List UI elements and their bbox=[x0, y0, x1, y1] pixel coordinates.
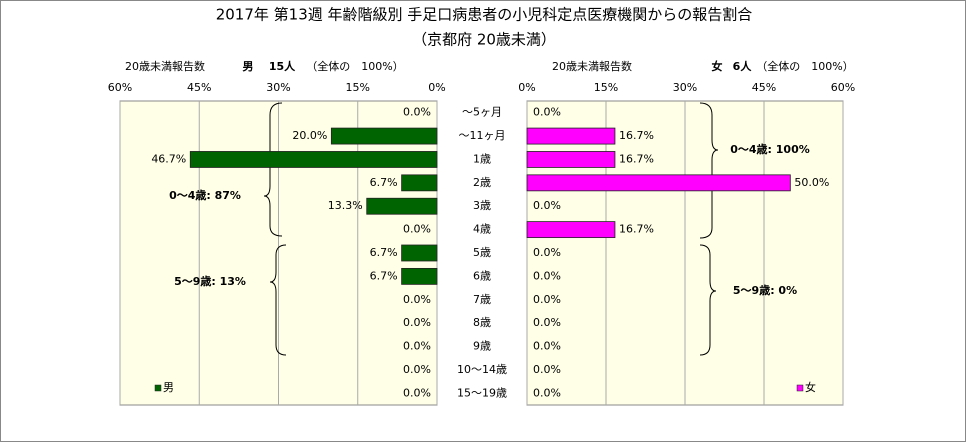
value-label: 16.7% bbox=[619, 129, 654, 142]
value-label: 0.0% bbox=[403, 223, 431, 236]
value-label: 0.0% bbox=[403, 106, 431, 119]
category-label: 8歳 bbox=[473, 316, 491, 329]
legend-label: 女 bbox=[805, 380, 816, 394]
annotation: 0～4歳: 100% bbox=[730, 142, 810, 156]
value-label: 0.0% bbox=[403, 316, 431, 329]
value-label: 20.0% bbox=[292, 129, 327, 142]
legend-label: 男 bbox=[163, 381, 174, 394]
value-label: 6.7% bbox=[370, 246, 398, 259]
legend-swatch bbox=[154, 384, 162, 392]
x-tick-label: 60% bbox=[831, 81, 855, 94]
category-label: ～5ヶ月 bbox=[462, 106, 502, 119]
value-label: 0.0% bbox=[533, 340, 561, 353]
category-label: 10～14歳 bbox=[457, 363, 507, 376]
x-tick-label: 45% bbox=[187, 81, 211, 94]
value-label: 0.0% bbox=[533, 199, 561, 212]
x-tick-label: 60% bbox=[108, 81, 132, 94]
header-count: 15人 bbox=[269, 59, 296, 73]
header-label: 20歳未満報告数 bbox=[125, 60, 205, 73]
value-label: 0.0% bbox=[403, 386, 431, 399]
value-label: 6.7% bbox=[370, 269, 398, 282]
bar bbox=[526, 221, 616, 239]
value-label: 0.0% bbox=[533, 386, 561, 399]
bar bbox=[401, 267, 438, 285]
value-label: 0.0% bbox=[403, 340, 431, 353]
category-label: 6歳 bbox=[473, 269, 491, 282]
value-label: 13.3% bbox=[328, 199, 363, 212]
value-label: 6.7% bbox=[370, 176, 398, 189]
header-label: 20歳未満報告数 bbox=[552, 60, 632, 73]
annotation: 5～9歳: 13% bbox=[174, 274, 246, 288]
value-label: 50.0% bbox=[794, 176, 829, 189]
header-sex: 女 bbox=[712, 59, 723, 73]
bar bbox=[526, 174, 791, 192]
category-label: 7歳 bbox=[473, 293, 491, 306]
value-label: 0.0% bbox=[533, 363, 561, 376]
brace bbox=[699, 102, 719, 239]
chart-title: 2017年 第13週 年齢階級別 手足口病患者の小児科定点医療機関からの報告割合 bbox=[216, 6, 753, 24]
x-tick-label: 0% bbox=[428, 81, 445, 94]
x-tick-label: 45% bbox=[752, 81, 776, 94]
category-label: 2歳 bbox=[473, 176, 491, 189]
chart-subtitle: （京都府 20歳未満） bbox=[412, 31, 556, 49]
value-label: 16.7% bbox=[619, 223, 654, 236]
value-label: 0.0% bbox=[533, 316, 561, 329]
category-label: 1歳 bbox=[473, 152, 491, 165]
bar bbox=[526, 151, 616, 168]
value-label: 0.0% bbox=[533, 293, 561, 306]
bar bbox=[401, 174, 438, 192]
legend-swatch bbox=[796, 384, 804, 392]
category-label: 15～19歳 bbox=[457, 386, 507, 399]
category-label: 9歳 bbox=[473, 340, 491, 353]
value-label: 0.0% bbox=[403, 293, 431, 306]
brace bbox=[699, 244, 717, 356]
header-share: （全体の 100%） bbox=[756, 59, 853, 73]
value-label: 0.0% bbox=[533, 269, 561, 282]
bar bbox=[189, 151, 438, 168]
bar bbox=[366, 197, 438, 215]
header-sex: 男 bbox=[243, 60, 254, 73]
value-label: 46.7% bbox=[151, 152, 186, 165]
annotation: 5～9歳: 0% bbox=[733, 283, 797, 297]
value-label: 0.0% bbox=[533, 106, 561, 119]
x-tick-label: 0% bbox=[518, 81, 535, 94]
brace bbox=[263, 102, 283, 237]
x-tick-label: 15% bbox=[594, 81, 618, 94]
header-share: （全体の 100%） bbox=[306, 59, 403, 73]
category-label: 5歳 bbox=[473, 246, 491, 259]
category-label: ～11ヶ月 bbox=[459, 129, 506, 142]
value-label: 16.7% bbox=[619, 152, 654, 165]
value-label: 0.0% bbox=[403, 363, 431, 376]
x-tick-label: 15% bbox=[346, 81, 370, 94]
bar bbox=[330, 127, 438, 145]
category-label: 3歳 bbox=[473, 199, 491, 212]
category-label: 4歳 bbox=[473, 223, 491, 236]
x-tick-label: 30% bbox=[266, 81, 290, 94]
x-tick-label: 30% bbox=[673, 81, 697, 94]
value-label: 0.0% bbox=[533, 246, 561, 259]
brace bbox=[269, 244, 287, 356]
header-count: 6人 bbox=[733, 59, 753, 73]
bar bbox=[401, 244, 438, 262]
bar bbox=[526, 127, 616, 145]
annotation: 0～4歳: 87% bbox=[169, 188, 241, 202]
